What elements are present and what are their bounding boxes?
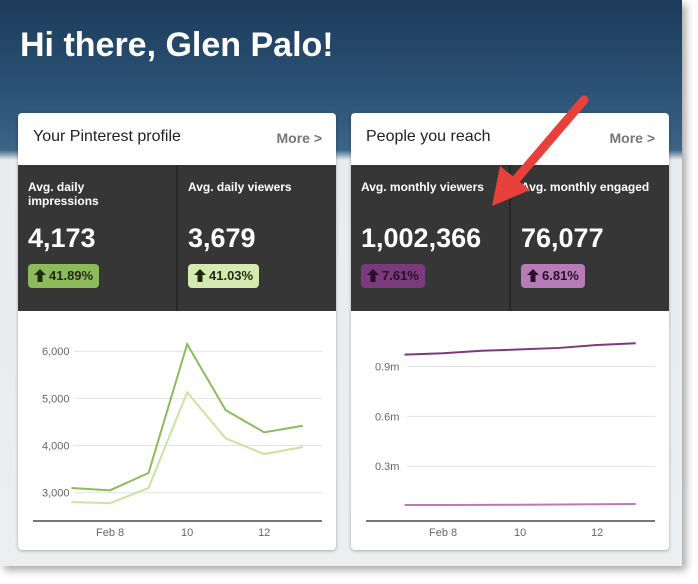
stat-value: 76,077 [521,223,604,253]
x-tick-label: 10 [181,527,193,539]
up-arrow-icon [527,269,539,282]
y-tick-label: 0.9m [375,362,399,374]
x-tick-label: Feb 8 [96,527,124,539]
series-line [71,390,303,505]
line-chart: 0.3m 0.6m 0.9m Feb 8 10 12 [366,342,655,539]
line-chart: 3,000 4,000 5,000 6,000 Feb 8 10 12 [33,341,322,539]
x-tick-label: 12 [591,527,603,539]
card: Your Pinterest profile More > Avg. daily i… [18,113,336,550]
stat: Avg. daily impressions 4,173 41.89% [18,165,176,311]
arrow-shape [367,269,379,282]
card-title: People you reach [366,128,491,145]
up-arrow-icon [194,269,206,282]
x-tick-label: 12 [258,527,270,539]
dashboard: Hi there, Glen Palo! Your Pinterest prof… [0,0,682,566]
stat-label: Avg. monthly engaged [521,180,650,194]
stat-value: 3,679 [188,223,256,253]
change-badge: 7.61% [361,264,425,288]
series-line [71,341,303,492]
stat-label: Avg. daily viewers [188,180,292,194]
change-text: 41.03% [209,268,254,283]
x-tick-label: Feb 8 [429,527,457,539]
card-header: Your Pinterest profile More > [18,113,336,165]
y-tick-label: 6,000 [42,346,70,358]
up-arrow-icon [367,269,379,282]
y-tick-label: 5,000 [42,393,70,405]
change-badge: 41.89% [28,264,100,288]
stat-label: Avg. daily impressions [28,180,99,208]
greeting: Hi there, Glen Palo! [20,26,334,64]
change-text: 7.61% [382,268,419,283]
arrow-shape [527,269,539,282]
stat: Avg. monthly engaged 76,077 6.81% [509,165,669,311]
more-link[interactable]: More > [276,130,322,146]
stat-value: 1,002,366 [361,223,482,253]
change-text: 6.81% [542,268,579,283]
up-arrow-icon [34,269,46,282]
series-line [404,503,636,507]
stats-bar: Avg. daily impressions 4,173 41.89% Avg. da… [18,165,336,311]
card-header: People you reach More > [351,113,669,165]
card: People you reach More > Avg. monthly viewe… [351,113,669,550]
stat-label: Avg. monthly viewers [361,180,484,194]
arrow-shape [194,269,206,282]
y-tick-label: 0.3m [375,461,399,473]
y-tick-label: 3,000 [42,488,70,500]
stat: Avg. daily viewers 3,679 41.03% [176,165,336,311]
card-title: Your Pinterest profile [33,128,181,145]
y-tick-label: 0.6m [375,411,399,423]
change-badge: 6.81% [521,264,585,288]
more-link[interactable]: More > [609,130,655,146]
stats-bar: Avg. monthly viewers 1,002,366 7.61% Avg. m… [351,165,669,311]
change-badge: 41.03% [188,264,260,288]
change-text: 41.89% [49,268,94,283]
series-line [404,342,636,356]
stat-value: 4,173 [28,223,96,253]
y-tick-label: 4,000 [42,441,70,453]
arrow-shape [34,269,46,282]
stat: Avg. monthly viewers 1,002,366 7.61% [351,165,509,311]
x-tick-label: 10 [514,527,526,539]
